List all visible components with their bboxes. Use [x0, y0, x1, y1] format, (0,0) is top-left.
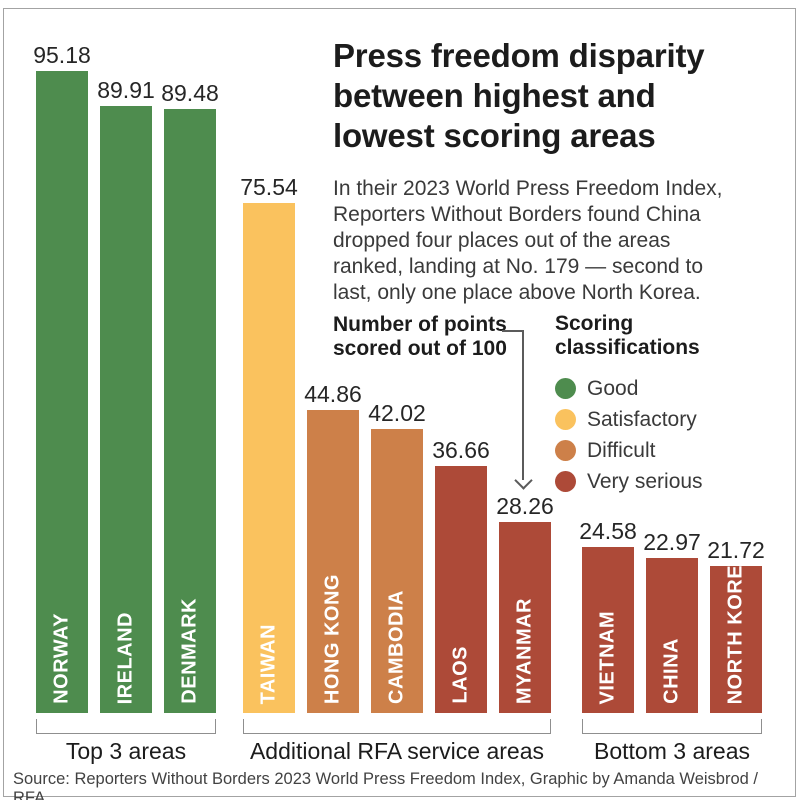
bar-label-cambodia: CAMBODIA: [385, 590, 408, 704]
bar-label-hong-kong: HONG KONG: [321, 573, 344, 704]
legend-items: Good Satisfactory Difficult Very serious: [555, 373, 775, 497]
bar-label-north-korea: NORTH KOREA: [724, 549, 747, 704]
group-label-2: Additional RFA service areas: [249, 738, 545, 764]
bar-value-vietnam: 24.58: [579, 518, 637, 544]
legend-item-label: Satisfactory: [587, 407, 697, 431]
group-label-1: Top 3 areas: [65, 738, 187, 764]
bar-value-cambodia: 42.02: [368, 400, 426, 426]
legend-swatch-icon: [555, 440, 576, 461]
legend-swatch-icon: [555, 471, 576, 492]
bar-value-taiwan: 75.54: [240, 174, 298, 200]
bar-taiwan: TAIWAN: [243, 203, 295, 713]
bar-vietnam: VIETNAM: [582, 547, 634, 713]
legend-title: Scoring classifications: [555, 312, 700, 359]
bar-value-north-korea: 21.72: [707, 537, 765, 563]
axis-annotation: Number of points scored out of 100: [333, 313, 507, 360]
legend-item-satisfactory: Satisfactory: [555, 404, 775, 435]
group-bracket: [582, 719, 762, 734]
bar-cambodia: CAMBODIA: [371, 429, 423, 713]
legend-item-very-serious: Very serious: [555, 466, 775, 497]
bar-label-taiwan: TAIWAN: [257, 623, 280, 704]
bar-hong-kong: HONG KONG: [307, 410, 359, 713]
bar-label-ireland: IRELAND: [114, 611, 137, 704]
legend-item-label: Good: [587, 376, 639, 400]
legend: Scoring classifications Good Satisfactory…: [555, 312, 775, 497]
legend-item-label: Very serious: [587, 469, 703, 493]
bar-norway: NORWAY: [36, 71, 88, 713]
bar-label-china: CHINA: [660, 638, 683, 704]
bar-myanmar: MYANMAR: [499, 522, 551, 713]
legend-item-label: Difficult: [587, 438, 656, 462]
page-title: Press freedom disparity between highest …: [333, 37, 705, 154]
legend-swatch-icon: [555, 409, 576, 430]
bar-ireland: IRELAND: [100, 106, 152, 713]
group-label-3: Bottom 3 areas: [594, 738, 750, 764]
bar-value-laos: 36.66: [432, 437, 490, 463]
annotation-arrow-vertical: [522, 330, 524, 480]
legend-item-good: Good: [555, 373, 775, 404]
bar-label-myanmar: MYANMAR: [513, 597, 536, 704]
bar-label-laos: LAOS: [449, 646, 472, 704]
group-bracket: [243, 719, 551, 734]
bar-value-hong-kong: 44.86: [304, 381, 362, 407]
bar-denmark: DENMARK: [164, 109, 216, 713]
bar-label-norway: NORWAY: [50, 613, 73, 704]
bar-value-norway: 95.18: [33, 42, 91, 68]
bar-value-ireland: 89.91: [97, 77, 155, 103]
group-bracket: [36, 719, 216, 734]
annotation-arrow-head-icon: [514, 471, 533, 490]
annotation-arrow-horizontal: [502, 330, 524, 332]
bar-north-korea: NORTH KOREA: [710, 550, 762, 713]
bar-china: CHINA: [646, 558, 698, 713]
source-credit: Source: Reporters Without Borders 2023 W…: [13, 770, 758, 800]
legend-item-difficult: Difficult: [555, 435, 775, 466]
bar-label-vietnam: VIETNAM: [596, 610, 619, 705]
bar-laos: LAOS: [435, 466, 487, 713]
legend-swatch-icon: [555, 378, 576, 399]
bar-value-china: 22.97: [643, 529, 701, 555]
bar-label-denmark: DENMARK: [178, 598, 201, 704]
bar-value-denmark: 89.48: [161, 80, 219, 106]
chart-description: In their 2023 World Press Freedom Index,…: [333, 177, 723, 304]
bar-value-myanmar: 28.26: [496, 493, 554, 519]
